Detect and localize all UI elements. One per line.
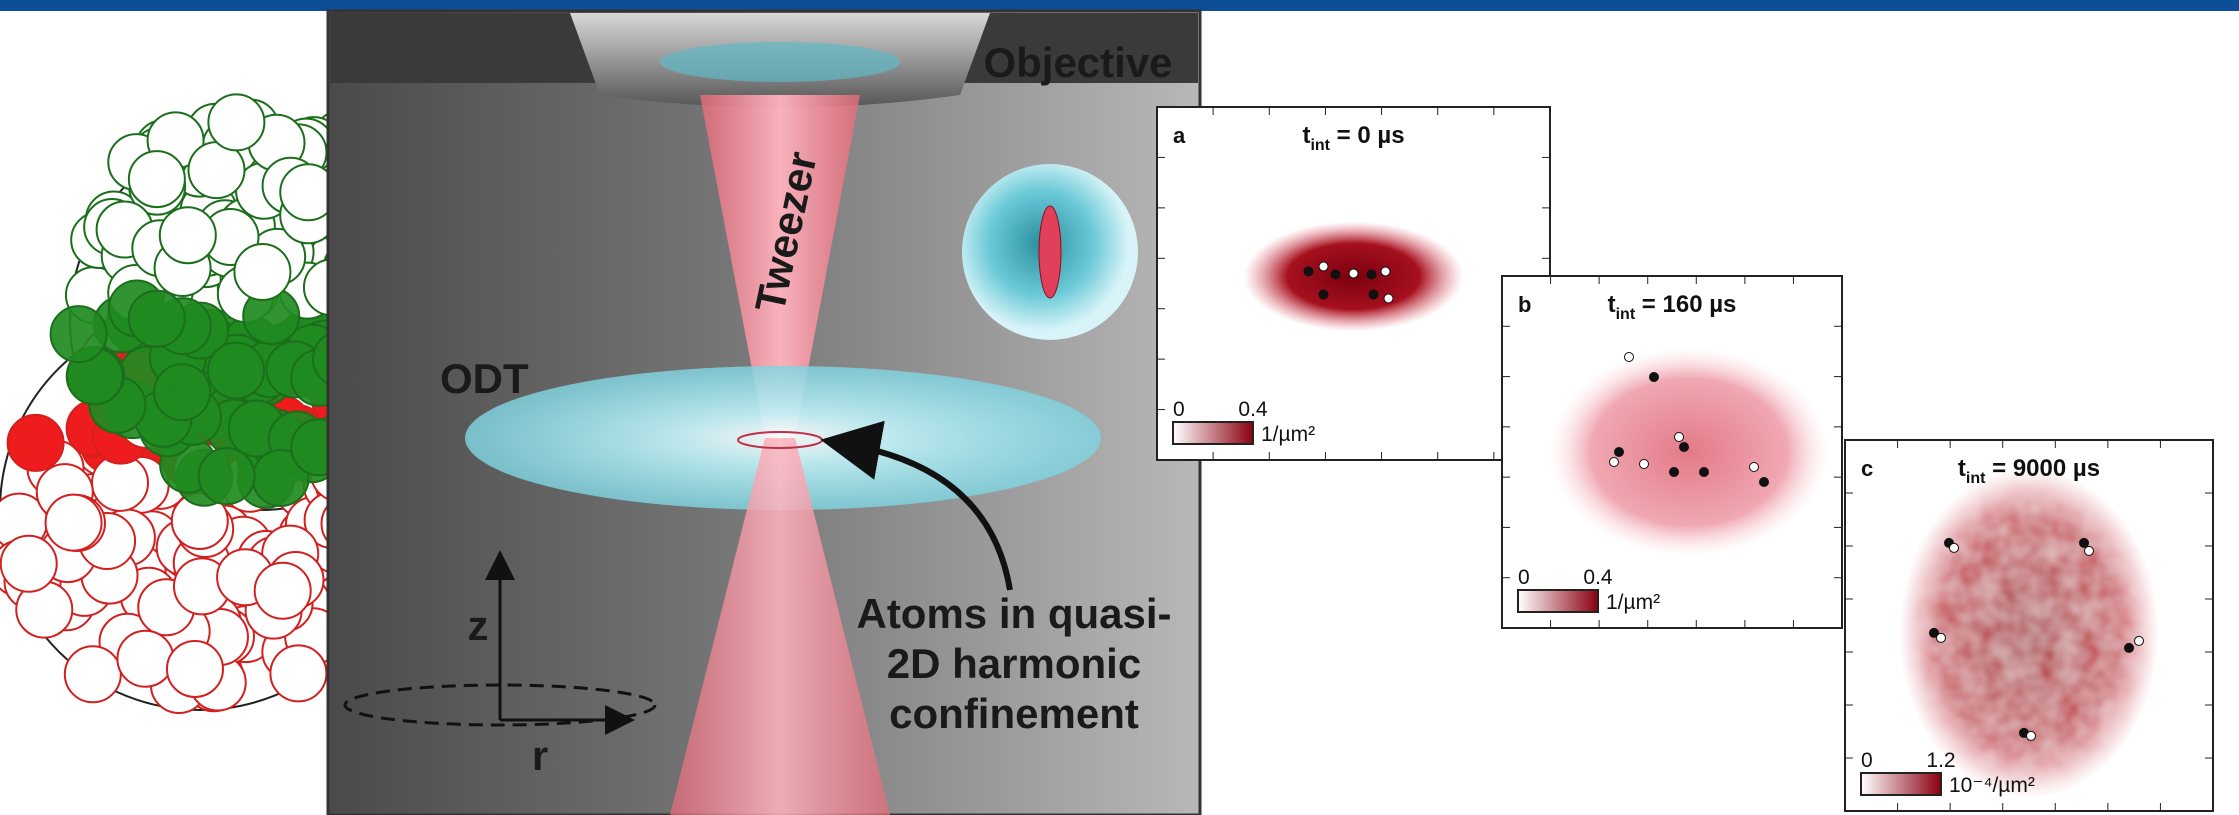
panel-letter: c: [1861, 456, 1873, 481]
title-value: = 160 µs: [1635, 291, 1736, 318]
figure: Objective Tweezer ODT Atoms in quasi- 2D…: [0, 0, 2239, 815]
colorbar-max: 0.4: [1238, 398, 1268, 421]
odt-label: ODT: [440, 355, 529, 402]
atom-dot: [1319, 262, 1328, 271]
colorbar: [1518, 590, 1598, 612]
atom-dot: [1750, 463, 1759, 472]
atom-dot: [1950, 543, 1959, 552]
scene: Objective Tweezer ODT Atoms in quasi- 2D…: [328, 11, 1200, 815]
atom-dot: [1615, 448, 1624, 457]
atom: [1, 536, 57, 592]
atom-dot: [1384, 294, 1393, 303]
colorbar-unit: 10⁻⁴/µm²: [1949, 774, 2035, 797]
atom-dot: [1700, 468, 1709, 477]
density-blob: [1549, 347, 1829, 557]
atom-dot: [2085, 546, 2094, 555]
atom-dot: [2080, 538, 2089, 547]
atom: [65, 646, 121, 702]
atom: [208, 94, 264, 150]
atom-dot: [2027, 731, 2036, 740]
title-value: = 0 µs: [1330, 122, 1405, 149]
atom: [199, 448, 255, 504]
atom: [117, 631, 173, 687]
panel: c tint = 9000 µs 0 1.210⁻⁴/µm²: [1845, 440, 2213, 811]
colorbar-max: 0.4: [1583, 566, 1613, 589]
atom-dot: [1760, 478, 1769, 487]
atom-dot: [1675, 433, 1684, 442]
z-label: z: [468, 602, 489, 649]
atom-dot: [1650, 373, 1659, 382]
title-var: t: [1958, 455, 1966, 482]
r-label: r: [532, 732, 548, 779]
atom: [160, 207, 216, 263]
title-sub: int: [1966, 470, 1986, 487]
atom: [208, 343, 264, 399]
atom-dot: [1304, 267, 1313, 276]
title-value: = 9000 µs: [1985, 455, 2100, 482]
atom-dot: [1319, 290, 1328, 299]
atom-dot: [2125, 643, 2134, 652]
colorbar-min: 0: [1518, 566, 1530, 589]
colorbar-min: 0: [1173, 398, 1185, 421]
atom: [234, 244, 290, 300]
atom: [46, 495, 102, 551]
colorbar: [1861, 773, 1941, 795]
atom-dot: [1680, 443, 1689, 452]
title-sub: int: [1310, 137, 1330, 154]
colorbar: [1173, 422, 1253, 444]
atom: [270, 645, 326, 701]
atom: [255, 563, 311, 619]
panel: b tint = 160 µs 0 0.41/µm²: [1502, 276, 1842, 628]
atom-dot: [1367, 270, 1376, 279]
title-var: t: [1302, 122, 1310, 149]
colorbar-max: 1.2: [1926, 749, 1955, 772]
panel: a tint = 0 µs 0 0.41/µm²: [1157, 107, 1550, 460]
panel-letter: a: [1173, 123, 1186, 148]
atom-dot: [1937, 633, 1946, 642]
top-bar: [0, 0, 2239, 11]
title-var: t: [1608, 291, 1616, 318]
atoms-label-line: confinement: [889, 690, 1139, 737]
atom-dot: [1625, 353, 1634, 362]
atom: [167, 641, 223, 697]
atom-dot: [1670, 468, 1679, 477]
colorbar-unit: 1/µm²: [1261, 423, 1315, 446]
atom-dot: [1610, 458, 1619, 467]
atom: [129, 151, 185, 207]
atom-dot: [1369, 290, 1378, 299]
atom-dot: [1640, 460, 1649, 469]
atom-dot: [2135, 636, 2144, 645]
atom-dot: [1349, 269, 1358, 278]
atoms-label-line: Atoms in quasi-: [856, 590, 1171, 637]
atom: [129, 291, 185, 347]
atom-dot: [1331, 270, 1340, 279]
atom: [8, 415, 64, 471]
colorbar-min: 0: [1861, 749, 1873, 772]
atom: [154, 364, 210, 420]
title-sub: int: [1616, 306, 1636, 323]
objective-label: Objective: [983, 39, 1172, 86]
colorbar-unit: 1/µm²: [1606, 591, 1660, 614]
atom: [51, 306, 107, 362]
atom-dot: [1381, 267, 1390, 276]
atoms-label-line: 2D harmonic: [887, 640, 1141, 687]
panel-letter: b: [1518, 292, 1531, 317]
lens-glass: [660, 42, 900, 82]
trap-core: [1039, 206, 1061, 298]
